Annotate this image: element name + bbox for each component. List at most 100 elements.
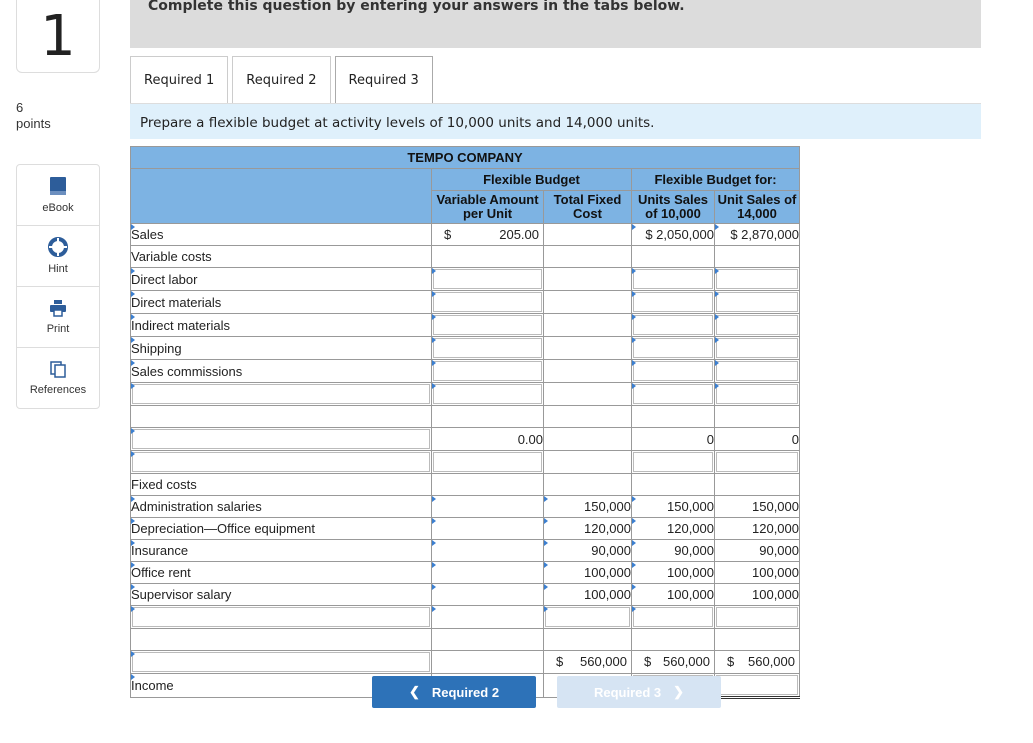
variable-item-label: Indirect materials xyxy=(130,313,432,337)
total-fixed-14k-cell: $560,000 xyxy=(714,650,800,674)
variable-item-label: Direct materials xyxy=(130,290,432,314)
row-label-input[interactable] xyxy=(132,607,430,627)
next-required-3-button[interactable]: Required 3 ❯ xyxy=(557,676,721,708)
table-row: Office rent 100,000 100,000 100,000 xyxy=(130,561,800,584)
flexible-budget-table: TEMPO COMPANY Flexible Budget Flexible B… xyxy=(130,146,800,699)
print-label: Print xyxy=(46,323,70,335)
contribution-10k-input[interactable] xyxy=(633,452,713,472)
fixed-10k-value: 150,000 xyxy=(631,495,715,518)
points-info: 6 points xyxy=(16,100,51,132)
variable-item-label: Sales commissions xyxy=(130,359,432,383)
units-14k-input[interactable] xyxy=(716,315,798,335)
table-row: Supervisor salary 100,000 100,000 100,00… xyxy=(130,583,800,606)
row-label-input[interactable] xyxy=(132,384,430,404)
sales-label: Sales xyxy=(130,223,432,246)
header-blank xyxy=(130,168,432,224)
units-10k-input[interactable] xyxy=(633,607,713,627)
fixed-10k-value: 120,000 xyxy=(631,517,715,540)
fixed-cost-value: 100,000 xyxy=(543,583,632,606)
question-number: 1 xyxy=(16,0,100,73)
header-units-10000: Units Sales of 10,000 xyxy=(631,190,715,224)
total-fixed-value: 560,000 xyxy=(580,654,627,669)
table-row: Indirect materials xyxy=(130,313,800,337)
units-14k-input[interactable] xyxy=(716,292,798,312)
prev-label: Required 2 xyxy=(431,684,500,700)
header-flexible-budget-for: Flexible Budget for: xyxy=(631,168,800,191)
units-14k-input[interactable] xyxy=(716,338,798,358)
units-10k-input[interactable] xyxy=(633,315,713,335)
units-14k-input[interactable] xyxy=(716,384,798,404)
banner-text: Complete this question by entering your … xyxy=(148,0,685,14)
contribution-per-unit-input[interactable] xyxy=(433,452,542,472)
table-row: Direct labor xyxy=(130,267,800,291)
instruction-banner: Complete this question by entering your … xyxy=(130,0,981,48)
fixed-cost-value: 150,000 xyxy=(543,495,632,518)
lifebuoy-icon xyxy=(48,237,68,257)
contribution-label-input[interactable] xyxy=(132,452,430,472)
hint-button[interactable]: Hint xyxy=(17,226,99,287)
units-10k-input[interactable] xyxy=(633,338,713,358)
company-name: TEMPO COMPANY xyxy=(130,146,800,169)
variable-amount-input[interactable] xyxy=(433,269,542,289)
chevron-left-icon: ❮ xyxy=(408,684,420,699)
table-row: Variable costs xyxy=(130,245,800,268)
references-button[interactable]: References xyxy=(17,348,99,408)
table-row: Depreciation—Office equipment 120,000 12… xyxy=(130,517,800,540)
fixed-10k-value: 100,000 xyxy=(631,583,715,606)
variable-amount-input[interactable] xyxy=(433,292,542,312)
ebook-button[interactable]: eBook xyxy=(17,165,99,226)
total-variable-label-input[interactable] xyxy=(132,429,430,449)
table-row xyxy=(130,450,800,474)
header-flexible-budget: Flexible Budget xyxy=(431,168,632,191)
fixed-item-label: Depreciation—Office equipment xyxy=(130,517,432,540)
tool-panel: eBook Hint Print References xyxy=(16,164,100,409)
total-fixed-14k-dollar: $ xyxy=(727,654,735,669)
fixed-14k-value: 100,000 xyxy=(714,561,800,584)
total-fixed-10k-value: 560,000 xyxy=(663,654,710,669)
fixed-costs-label: Fixed costs xyxy=(130,473,432,496)
prev-required-2-button[interactable]: ❮ Required 2 xyxy=(372,676,536,708)
variable-amount-input[interactable] xyxy=(433,361,542,381)
units-10k-input[interactable] xyxy=(633,361,713,381)
fixed-cost-value: 120,000 xyxy=(543,517,632,540)
tab-required-2[interactable]: Required 2 xyxy=(232,56,331,104)
tab-required-3[interactable]: Required 3 xyxy=(334,56,433,104)
printer-icon xyxy=(50,300,66,317)
total-fixed-label-input[interactable] xyxy=(132,652,430,672)
hint-label: Hint xyxy=(48,263,68,275)
units-14k-input[interactable] xyxy=(716,269,798,289)
fixed-14k-value: 150,000 xyxy=(714,495,800,518)
instruction-text: Prepare a flexible budget at activity le… xyxy=(140,115,655,131)
variable-amount-input[interactable] xyxy=(433,338,542,358)
next-label: Required 3 xyxy=(593,684,662,700)
tab-required-1[interactable]: Required 1 xyxy=(130,56,229,104)
fixed-item-label: Supervisor salary xyxy=(130,583,432,606)
variable-amount-input[interactable] xyxy=(433,315,542,335)
units-10k-input[interactable] xyxy=(633,269,713,289)
table-row: Direct materials xyxy=(130,290,800,314)
contribution-14k-input[interactable] xyxy=(716,452,798,472)
chevron-right-icon: ❯ xyxy=(673,684,685,699)
sales-variable-value: 205.00 xyxy=(499,227,539,242)
table-row xyxy=(130,605,800,629)
units-14k-input[interactable] xyxy=(716,607,798,627)
tab-divider xyxy=(130,103,981,104)
sales-variable-cell: $205.00 xyxy=(431,223,544,246)
header-total-fixed: Total Fixed Cost xyxy=(543,190,632,224)
units-10k-input[interactable] xyxy=(633,384,713,404)
fixed-cost-input[interactable] xyxy=(545,607,630,627)
fixed-14k-value: 100,000 xyxy=(714,583,800,606)
print-button[interactable]: Print xyxy=(17,287,99,348)
table-row: $560,000 $560,000 $560,000 xyxy=(130,650,800,674)
table-row xyxy=(130,382,800,406)
ebook-label: eBook xyxy=(42,202,74,214)
variable-amount-input[interactable] xyxy=(433,384,542,404)
table-row: Insurance 90,000 90,000 90,000 xyxy=(130,539,800,562)
variable-costs-label: Variable costs xyxy=(130,245,432,268)
fixed-10k-value: 100,000 xyxy=(631,561,715,584)
units-14k-input[interactable] xyxy=(716,361,798,381)
total-variable-10k: 0 xyxy=(631,427,715,451)
total-fixed-10k-dollar: $ xyxy=(644,654,652,669)
income-14k-input[interactable] xyxy=(716,675,798,695)
units-10k-input[interactable] xyxy=(633,292,713,312)
